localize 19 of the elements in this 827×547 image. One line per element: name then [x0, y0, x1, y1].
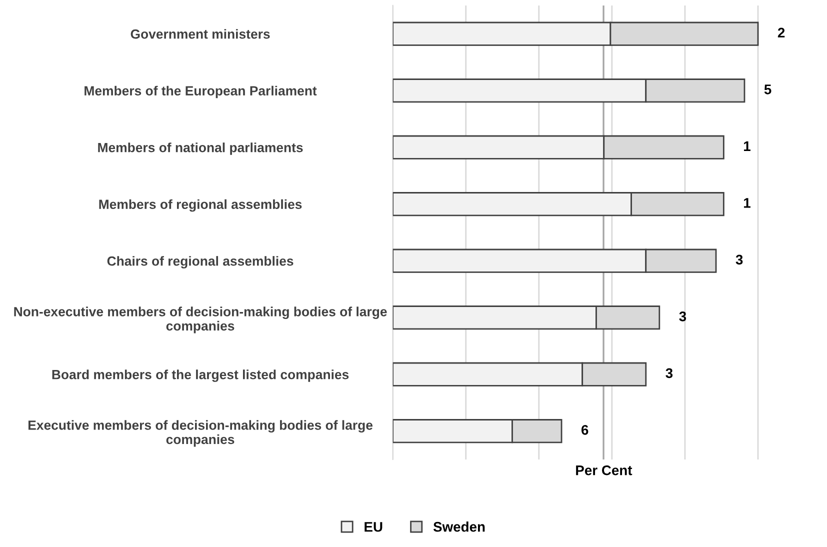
y-tick-label: Chairs of regional assemblies — [107, 256, 294, 268]
text: 2 — [778, 28, 785, 38]
annotation: 3 — [679, 311, 686, 322]
annotation: 1 — [744, 198, 750, 208]
annotation: 3 — [666, 368, 673, 378]
y-tick-label: Members of national parliaments — [98, 142, 303, 155]
annotation: 1 — [744, 141, 750, 151]
annotation: 6 — [581, 425, 588, 435]
y-tick-label: Government ministers — [130, 29, 270, 39]
y-tick-label: Members of regional assemblies — [99, 199, 302, 212]
y-tick-label: Executive members of decision-making bodies of large companies — [28, 420, 373, 447]
text: 5 — [764, 84, 772, 94]
x-axis-title: Per Cent — [576, 465, 632, 476]
legend-label: Sweden — [433, 522, 485, 532]
y-tick-label: Members of the European Parliament — [84, 86, 317, 98]
legend-label: EU — [364, 522, 382, 532]
y-tick-label: Board members of the largest listed companies — [52, 370, 349, 382]
y-tick-label: Non-executive members of decision-making bodies of large companies — [14, 306, 387, 334]
annotation: 3 — [736, 254, 743, 265]
